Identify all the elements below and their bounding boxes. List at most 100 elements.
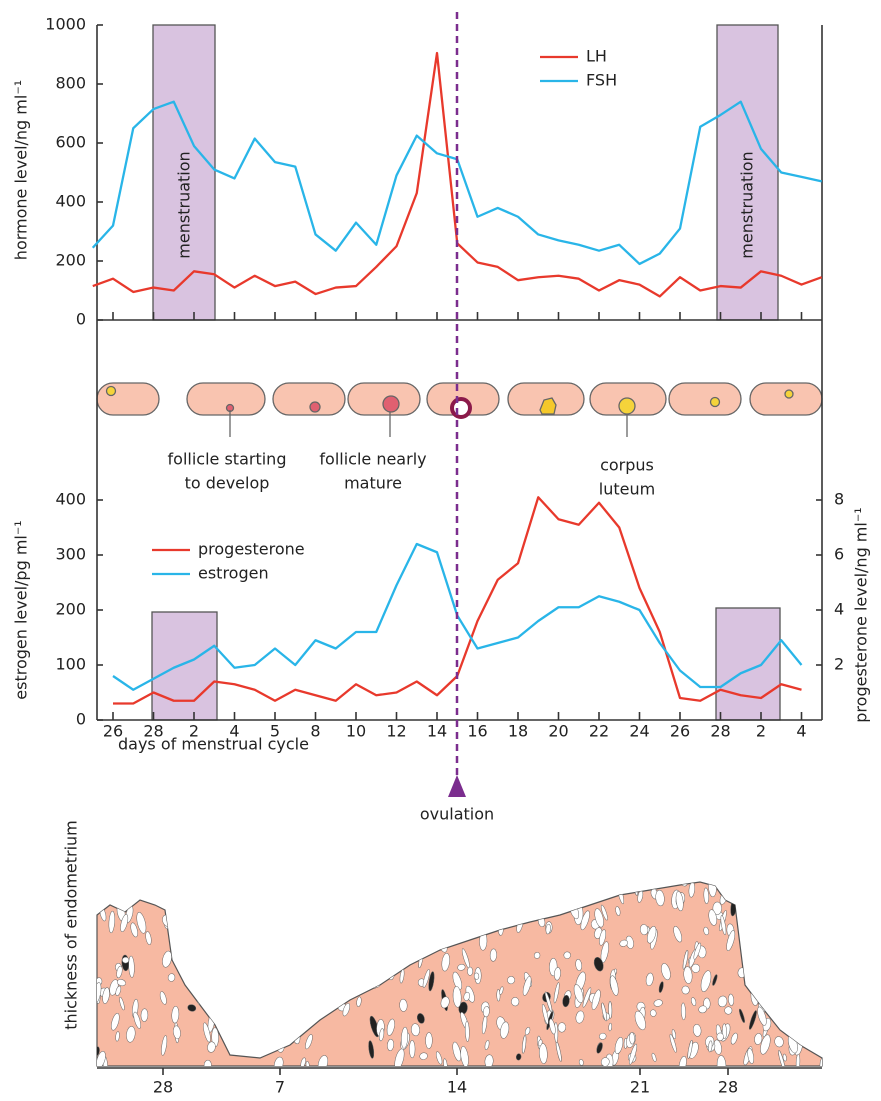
gland: [795, 1053, 801, 1066]
gland: [594, 908, 604, 928]
gland: [443, 1058, 448, 1066]
x-tick-label: 4: [229, 722, 239, 741]
gland: [629, 1032, 635, 1045]
gland: [358, 933, 366, 955]
gland: [308, 887, 313, 905]
gland: [728, 993, 735, 1006]
gland: [243, 886, 250, 895]
gland: [765, 969, 771, 980]
gland: [121, 901, 127, 910]
gland: [575, 1010, 585, 1024]
gland: [317, 1055, 329, 1066]
x-tick-label: 12: [386, 722, 406, 741]
gland: [350, 935, 357, 953]
gland: [362, 940, 373, 960]
gland: [591, 989, 601, 1010]
gland: [145, 931, 152, 945]
gland: [550, 882, 557, 892]
y-tick-label: 400: [55, 192, 86, 211]
gland: [372, 972, 381, 988]
gland: [467, 966, 473, 976]
gland: [178, 955, 184, 963]
gland: [116, 965, 123, 979]
gland: [545, 923, 551, 935]
gland: [423, 886, 433, 903]
gland: [218, 886, 224, 903]
x-tick-label: 2: [189, 722, 199, 741]
gland: [240, 998, 247, 1013]
menstruation-box: [151, 611, 218, 721]
gland: [776, 886, 782, 896]
gland: [416, 1013, 425, 1024]
gland: [251, 923, 258, 937]
gland: [634, 1010, 646, 1031]
menstruation-box: [716, 24, 779, 321]
gland: [681, 985, 690, 995]
gland: [263, 917, 270, 935]
gland: [334, 973, 342, 984]
gland: [764, 908, 774, 923]
gland: [807, 1019, 813, 1042]
gland: [712, 901, 722, 915]
gland: [619, 882, 625, 890]
gland: [703, 926, 709, 936]
x-tick-label: 5: [270, 722, 280, 741]
gland: [609, 975, 619, 996]
gland: [187, 965, 194, 973]
gland: [384, 901, 394, 914]
x-tick-label: 14: [427, 722, 447, 741]
follicle-label: mature: [344, 474, 402, 493]
gland: [214, 949, 220, 962]
gland: [520, 903, 530, 922]
gland: [410, 909, 418, 925]
gland: [539, 1043, 548, 1064]
gland: [477, 901, 487, 918]
gland: [440, 882, 449, 894]
gland: [329, 910, 338, 927]
gland: [761, 882, 768, 887]
gland: [161, 1035, 168, 1056]
gland: [682, 950, 689, 970]
y-tick-label: 100: [55, 655, 86, 674]
gland: [712, 974, 718, 986]
x-tick-label: 22: [589, 722, 609, 741]
gland: [790, 1002, 799, 1022]
gland: [278, 963, 284, 982]
gland: [554, 967, 561, 981]
gland: [455, 916, 464, 935]
y-tick-label: 800: [55, 74, 86, 93]
gland: [716, 1032, 724, 1041]
gland: [484, 1054, 494, 1066]
gland: [203, 1059, 212, 1066]
gland: [411, 1023, 420, 1037]
follicle-label: follicle starting: [168, 450, 287, 469]
gland: [115, 985, 122, 997]
gland: [186, 901, 191, 916]
menstruation-label: menstruation: [175, 151, 194, 258]
gland: [538, 1039, 543, 1047]
gland: [293, 938, 303, 954]
gland: [473, 972, 480, 980]
gland: [207, 952, 216, 964]
gland: [700, 970, 712, 992]
gland: [428, 971, 435, 992]
gland: [484, 1039, 490, 1051]
gland: [115, 1031, 120, 1042]
gland: [499, 986, 504, 995]
gland: [204, 882, 212, 891]
gland: [129, 882, 140, 891]
gland: [651, 1052, 657, 1062]
gland: [757, 1006, 767, 1026]
gland: [97, 1051, 106, 1066]
gland: [460, 1046, 469, 1066]
gland: [162, 893, 167, 910]
gland: [274, 1056, 284, 1066]
gland: [343, 975, 353, 989]
gland: [600, 904, 608, 921]
gland: [572, 884, 582, 906]
menstruation-label: menstruation: [738, 151, 757, 258]
gland: [355, 972, 362, 988]
gland: [650, 1009, 657, 1017]
gland: [795, 979, 804, 991]
